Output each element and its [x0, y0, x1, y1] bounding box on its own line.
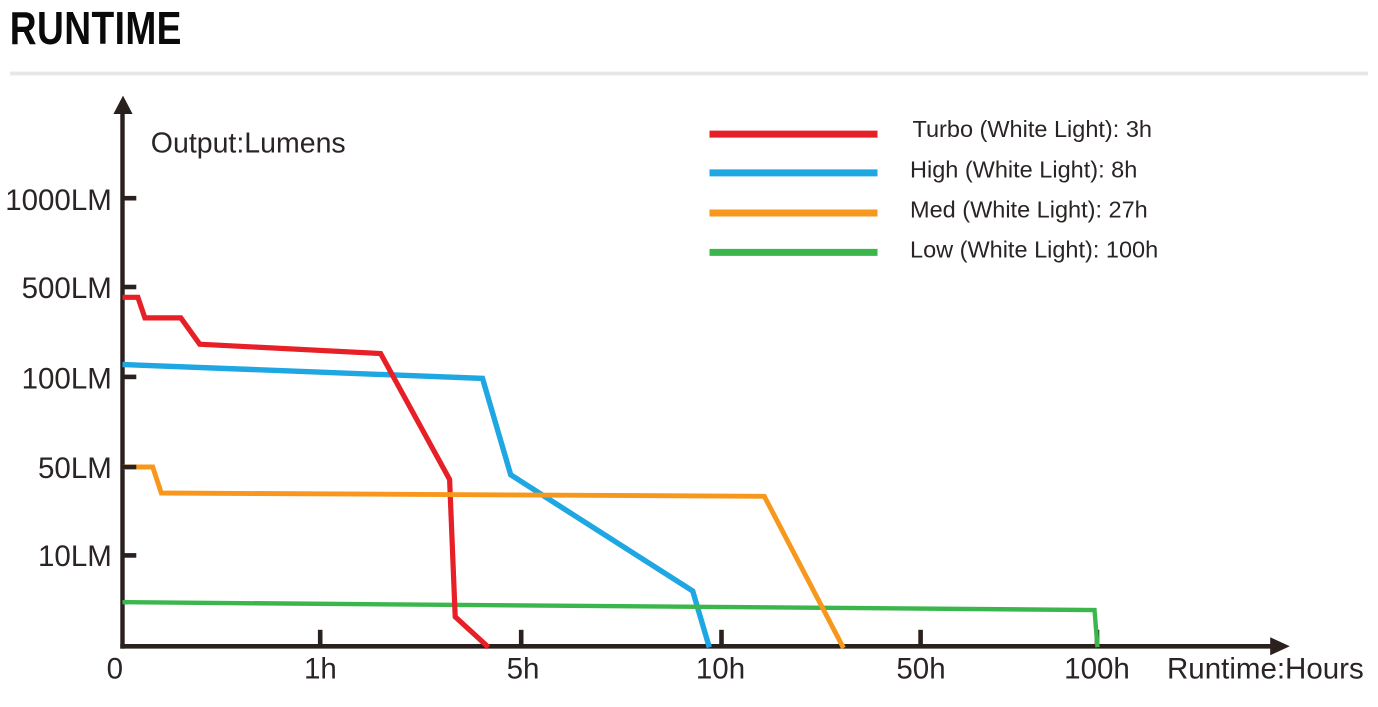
- svg-text:100LM: 100LM: [22, 363, 112, 396]
- svg-text:500LM: 500LM: [22, 272, 112, 305]
- svg-text:10h: 10h: [696, 653, 745, 686]
- svg-text:100h: 100h: [1064, 653, 1130, 686]
- svg-text:Output:Lumens: Output:Lumens: [151, 128, 346, 160]
- svg-text:Med (White Light): 27h: Med (White Light): 27h: [910, 196, 1148, 222]
- svg-text:50h: 50h: [896, 653, 945, 686]
- svg-text:High (White Light): 8h: High (White Light): 8h: [910, 156, 1137, 182]
- svg-text:Turbo (White Light): 3h: Turbo (White Light): 3h: [913, 116, 1152, 142]
- svg-text:10LM: 10LM: [38, 540, 112, 573]
- svg-text:1000LM: 1000LM: [5, 184, 112, 217]
- svg-text:Low (White Light): 100h: Low (White Light): 100h: [910, 236, 1158, 262]
- svg-text:1h: 1h: [304, 653, 337, 686]
- svg-text:RUNTIME: RUNTIME: [10, 2, 182, 54]
- svg-text:50LM: 50LM: [38, 452, 112, 485]
- svg-text:0: 0: [107, 653, 123, 686]
- svg-text:5h: 5h: [507, 653, 540, 686]
- svg-text:Runtime:Hours: Runtime:Hours: [1167, 653, 1364, 686]
